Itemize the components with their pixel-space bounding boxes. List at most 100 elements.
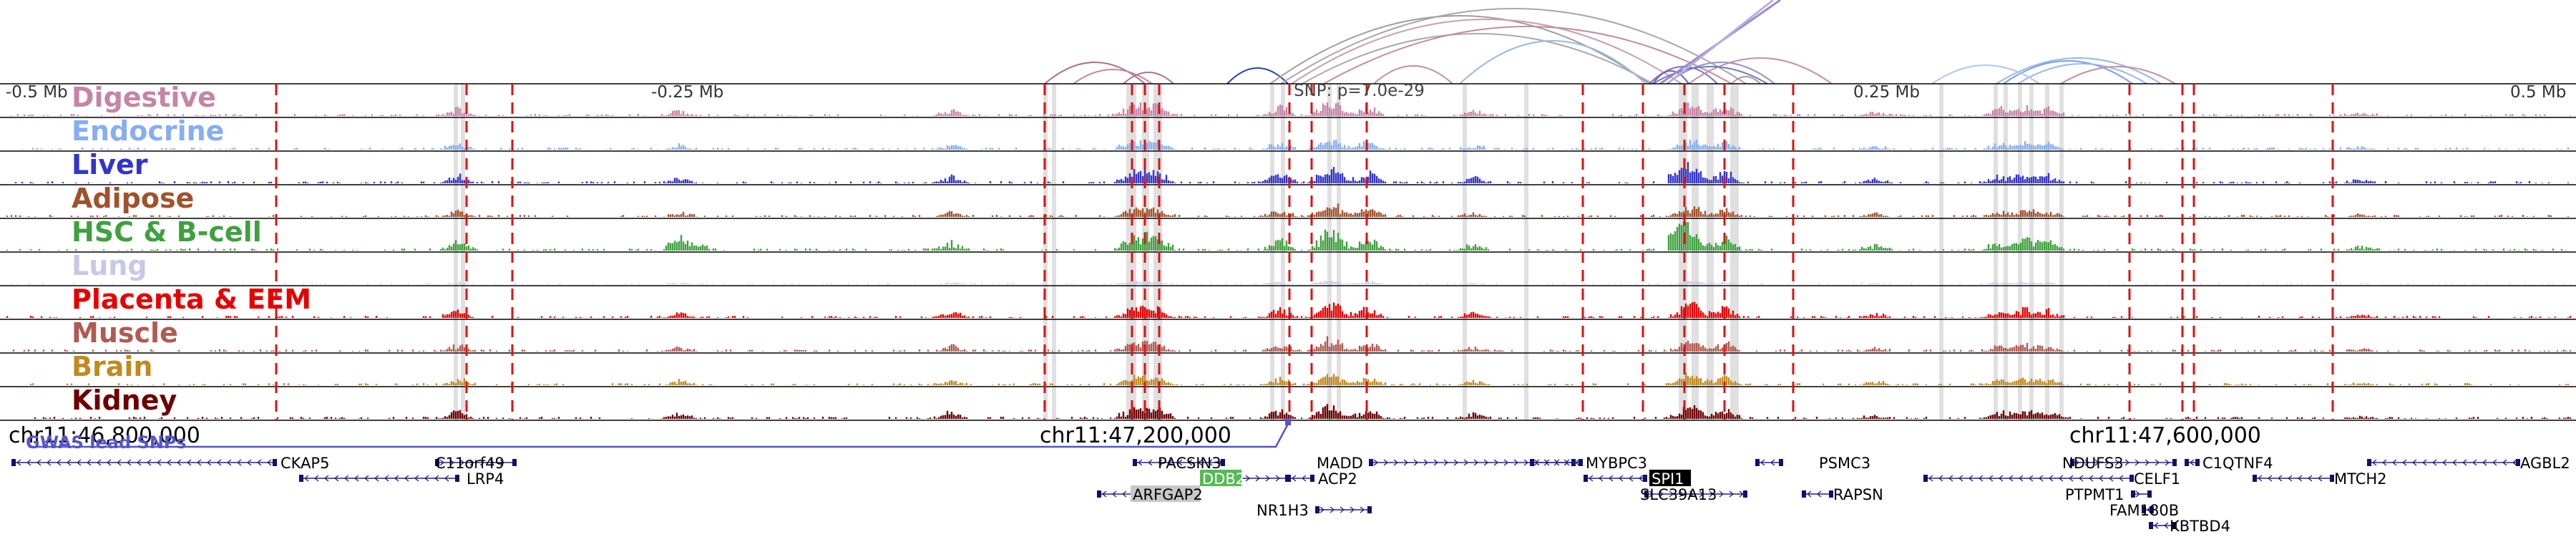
strand-arrows [1319, 506, 1365, 513]
exon [2129, 475, 2134, 482]
gene-label: C1QTNF4 [2202, 455, 2273, 472]
exon [1133, 459, 1137, 466]
loop-arc [1931, 64, 2040, 84]
exon [1802, 490, 1806, 498]
gene-label: CKAP5 [280, 455, 329, 472]
gene-highlight-box [1200, 470, 1242, 486]
exon [1779, 459, 1783, 466]
exon [1644, 490, 1649, 498]
track-endocrine [0, 117, 2576, 150]
gene-label: LRP4 [467, 470, 504, 488]
gene-label: PSMC3 [1819, 455, 1870, 472]
gene-psmc3: PSMC3 [1755, 455, 1870, 472]
strand-arrows [2074, 459, 2170, 466]
signal-bars [10, 280, 2572, 284]
track-label-brain: Brain [72, 351, 152, 382]
exon [512, 459, 517, 466]
exon [2131, 490, 2135, 498]
gene-mybpc3: MYBPC3 [1530, 455, 1647, 472]
gwas-connector-line [29, 423, 1289, 448]
gene-c1qtnf4: C1QTNF4 [2185, 455, 2273, 472]
loop-arc [1291, 19, 1682, 84]
strand-arrows [1760, 459, 1775, 466]
strand-arrows [1101, 490, 1137, 498]
signal-bars [6, 301, 2572, 318]
track-label-digestive: Digestive [72, 82, 216, 113]
gene-label: MYBPC3 [1586, 455, 1647, 472]
exon [1097, 490, 1101, 498]
strand-arrows [439, 459, 505, 466]
loop-arc [1459, 40, 1646, 84]
track-muscle [0, 319, 2576, 352]
exon [2147, 490, 2152, 498]
gene-label: PTPMT1 [2065, 486, 2124, 503]
track-kidney [0, 386, 2576, 419]
exon [1579, 459, 1583, 466]
exon [2150, 506, 2154, 513]
loop-arc [1280, 8, 1747, 84]
gwas-snp-marker [1285, 418, 1291, 425]
track-label-endocrine: Endocrine [72, 115, 224, 147]
gene-slc39a13: SLC39A13 [1640, 486, 1747, 503]
track-adipose [0, 184, 2576, 217]
exon [2516, 459, 2520, 466]
exon [1530, 459, 1534, 466]
signal-bars [14, 162, 2570, 183]
gene-spi1: SPI1 [1584, 470, 1692, 488]
loop-arc [1652, 66, 1768, 84]
track-label-lung: Lung [72, 250, 147, 281]
gene-highlight-box [1649, 470, 1692, 486]
track-brain [0, 352, 2576, 385]
exon [2195, 459, 2200, 466]
gene-nr1h3: NR1H3 [1257, 502, 1372, 519]
exon [1584, 475, 1588, 482]
exon [1287, 475, 1291, 482]
gene-label: RAPSN [1833, 486, 1883, 503]
coordinate-axis: chr11:46,800,000 chr11:47,200,000 chr11:… [9, 423, 2261, 448]
axis-label-0-25: 0.25 Mb [1853, 83, 1920, 102]
gene-label: C11orf49 [435, 455, 504, 472]
loop-arc [1731, 76, 1761, 84]
exon [299, 475, 303, 482]
coord-label-46800000: chr11:46,800,000 [9, 423, 200, 448]
gene-label: DDB2 [1202, 470, 1245, 488]
track-hsc-b-cell [0, 218, 2576, 251]
gene-kbtbd4: KBTBD4 [2149, 518, 2230, 535]
gwas-label: GWAS lead SNPs [26, 432, 186, 453]
exon [1829, 490, 1833, 498]
track-label-adipose: Adipose [72, 183, 194, 214]
exon [2142, 506, 2146, 513]
loop-arc [1323, 26, 1732, 84]
strand-arrows [1137, 459, 1223, 466]
gene-label: NR1H3 [1257, 502, 1309, 519]
strand-arrows [1534, 459, 1580, 466]
strand-arrows [2135, 490, 2141, 498]
gene-arfgap2: ARFGAP2 [1097, 485, 1203, 503]
exon [1643, 475, 1647, 482]
exon [2172, 459, 2177, 466]
gene-ddb2: DDB2 [1200, 470, 1289, 488]
signal-bars [10, 102, 2572, 116]
exon [1221, 459, 1225, 466]
loop-arc [1667, 0, 1774, 85]
gene-acp2: ACP2 [1287, 470, 1357, 488]
loop-arc [1123, 72, 1174, 84]
gene-ndufs3: NDUFS3 [2062, 455, 2177, 472]
exon [1923, 475, 1928, 482]
signal-bars [34, 404, 2572, 419]
exon [1315, 506, 1319, 513]
loop-arc [1044, 62, 1146, 84]
signal-tracks [0, 83, 2576, 421]
axis-label-neg-0-25: -0.25 Mb [651, 83, 723, 102]
gene-label: NDUFS3 [2062, 455, 2124, 472]
red-dashed-markers [275, 84, 2334, 420]
signal-bars [29, 372, 2570, 385]
exon [1755, 459, 1760, 466]
gwas-lead-snps: GWAS lead SNPs [26, 418, 1291, 453]
loop-arc [1269, 15, 1650, 84]
exon [455, 475, 459, 482]
track-label-kidney: Kidney [72, 384, 177, 416]
gene-c11orf49: C11orf49 [435, 455, 517, 472]
exon [273, 459, 277, 466]
